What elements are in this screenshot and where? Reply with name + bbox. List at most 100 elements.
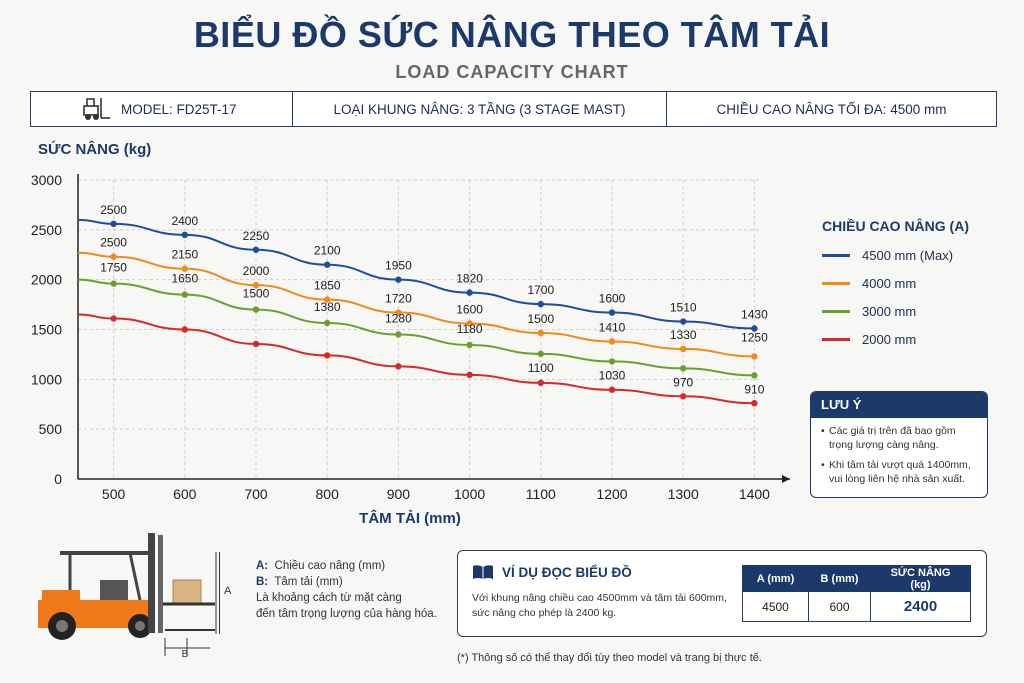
cell-a: 4500 bbox=[742, 591, 809, 622]
note-box: LƯU Ý Các giá trị trên đã bao gồm trọng … bbox=[810, 391, 988, 498]
legend-label: 4000 mm bbox=[862, 276, 917, 291]
forklift-icon bbox=[83, 98, 110, 120]
col-a-header: A (mm) bbox=[742, 565, 809, 592]
example-text: Với khung nâng chiều cao 4500mm và tâm t… bbox=[472, 592, 727, 619]
legend-item: 4000 mm bbox=[822, 276, 916, 291]
data-point bbox=[395, 276, 402, 283]
data-label: 1850 bbox=[314, 279, 341, 293]
col-cap-header: SỨC NÂNG (kg) bbox=[870, 565, 971, 592]
data-label: 2000 bbox=[243, 264, 270, 278]
series-line-1 bbox=[77, 251, 755, 358]
book-icon bbox=[473, 565, 493, 579]
data-point bbox=[395, 363, 402, 370]
x-tick-label: 900 bbox=[387, 486, 411, 502]
x-tick-label: 700 bbox=[244, 486, 268, 502]
x-tick-label: 1100 bbox=[526, 486, 556, 502]
data-label: 2500 bbox=[100, 203, 127, 217]
desc-1: Là khoảng cách từ mặt càng bbox=[256, 592, 402, 604]
data-label: 1510 bbox=[670, 301, 697, 315]
example-table: A (mm) B (mm) SỨC NÂNG (kg) 4500 600 240… bbox=[742, 565, 971, 622]
data-point bbox=[466, 289, 473, 296]
data-point bbox=[252, 306, 260, 313]
legend-swatch bbox=[822, 254, 850, 257]
dim-a-line bbox=[219, 552, 220, 634]
page-title: BIỂU ĐỒ SỨC NÂNG THEO TÂM TẢI bbox=[193, 14, 831, 55]
data-label: 1720 bbox=[385, 292, 412, 306]
mast-cell: LOẠI KHUNG NÂNG: 3 TẦNG (3 STAGE MAST) bbox=[293, 92, 667, 126]
x-tick-label: 1300 bbox=[668, 486, 699, 502]
legend-label: 4500 mm (Max) bbox=[862, 248, 954, 263]
legend-item: 3000 mm bbox=[822, 304, 916, 319]
data-point bbox=[110, 280, 117, 287]
cell-capacity: 2400 bbox=[870, 591, 971, 622]
data-point bbox=[324, 296, 331, 303]
x-tick-label: 600 bbox=[173, 486, 197, 502]
legend-swatch bbox=[822, 338, 850, 341]
y-tick-label: 3000 bbox=[31, 172, 62, 188]
data-point bbox=[181, 265, 188, 272]
legend-item: 2000 mm bbox=[822, 332, 916, 347]
data-point bbox=[537, 329, 544, 337]
b-text: Tâm tải (mm) bbox=[274, 576, 343, 588]
a-label: A: bbox=[256, 560, 269, 572]
data-point bbox=[680, 345, 687, 353]
data-label: 910 bbox=[744, 382, 764, 396]
data-label: 970 bbox=[673, 375, 693, 389]
dimension-legend: A: Chiều cao nâng (mm) B: Tâm tải (mm) L… bbox=[256, 558, 437, 622]
data-label: 2150 bbox=[171, 248, 198, 262]
data-label: 1410 bbox=[599, 320, 626, 334]
data-label: 1500 bbox=[527, 312, 554, 326]
y-tick-label: 2500 bbox=[31, 222, 62, 238]
y-tick-label: 1500 bbox=[31, 322, 62, 338]
data-point bbox=[252, 281, 260, 289]
x-tick-label: 500 bbox=[102, 486, 126, 502]
note-title: LƯU Ý bbox=[811, 392, 987, 418]
example-box: VÍ DỤ ĐỌC BIỂU ĐỒ Với khung nâng chiều c… bbox=[457, 550, 987, 637]
data-label: 1700 bbox=[527, 283, 554, 297]
data-label: 1600 bbox=[599, 292, 626, 306]
data-label: 1820 bbox=[456, 272, 483, 286]
x-tick-label: 1200 bbox=[596, 486, 627, 502]
data-point bbox=[181, 291, 188, 298]
legend-title: CHIỀU CAO NÂNG (A) bbox=[822, 218, 969, 234]
data-label: 2500 bbox=[100, 236, 127, 250]
x-tick-label: 800 bbox=[316, 486, 340, 502]
x-axis-title: TÂM TẢI (mm) bbox=[359, 509, 461, 527]
y-tick-label: 500 bbox=[39, 421, 63, 437]
data-label: 1330 bbox=[670, 328, 697, 342]
x-tick-label: 1000 bbox=[454, 486, 485, 502]
max-height-cell: CHIỀU CAO NÂNG TỐI ĐA: 4500 mm bbox=[667, 92, 996, 126]
legend-label: 3000 mm bbox=[862, 304, 917, 319]
data-point bbox=[110, 315, 117, 322]
x-axis-arrow bbox=[782, 475, 790, 483]
data-label: 1280 bbox=[385, 311, 412, 325]
data-point bbox=[537, 350, 544, 358]
max-height-label: CHIỀU CAO NÂNG TỐI ĐA: 4500 mm bbox=[716, 101, 947, 117]
data-point bbox=[324, 352, 331, 359]
data-label: 1750 bbox=[100, 261, 127, 275]
data-point bbox=[537, 300, 544, 308]
page-subtitle: LOAD CAPACITY CHART bbox=[395, 62, 629, 82]
col-b-header: B (mm) bbox=[808, 565, 871, 592]
desc-2: đến tâm trọng lượng của hàng hóa. bbox=[256, 608, 437, 620]
data-point bbox=[466, 341, 473, 349]
legend-swatch bbox=[822, 282, 850, 285]
legend-swatch bbox=[822, 310, 850, 313]
data-point bbox=[680, 393, 687, 400]
info-bar: MODEL: FD25T-17 LOẠI KHUNG NÂNG: 3 TẦNG … bbox=[30, 91, 997, 127]
y-tick-label: 2000 bbox=[31, 272, 62, 288]
forklift-illustration: B bbox=[38, 533, 217, 660]
data-label: 1180 bbox=[457, 322, 483, 336]
model-cell: MODEL: FD25T-17 bbox=[31, 92, 293, 126]
data-point bbox=[110, 253, 117, 260]
data-point bbox=[680, 365, 687, 372]
data-point bbox=[751, 372, 758, 379]
data-label: 2100 bbox=[314, 244, 341, 258]
data-point bbox=[608, 386, 616, 393]
series-line-3 bbox=[77, 313, 755, 405]
data-point bbox=[110, 220, 117, 228]
data-point bbox=[466, 371, 473, 379]
data-label: 1250 bbox=[741, 330, 768, 344]
marker-b: B bbox=[182, 649, 189, 660]
mast-label: LOẠI KHUNG NÂNG: 3 TẦNG (3 STAGE MAST) bbox=[333, 101, 626, 117]
